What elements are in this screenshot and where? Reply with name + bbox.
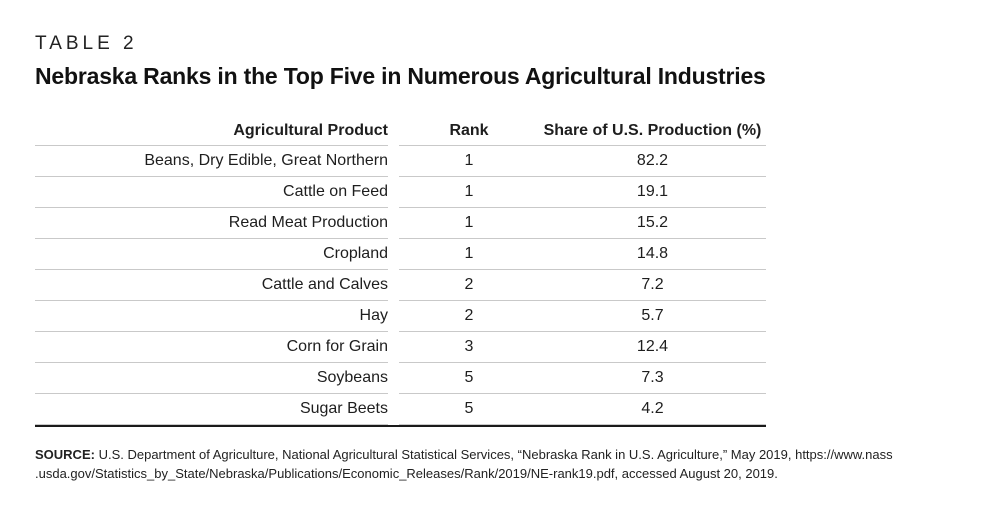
cell-share: 12.4 xyxy=(636,338,669,355)
data-table: Agricultural Product Rank Share of U.S. … xyxy=(35,116,766,427)
source-note: SOURCE: U.S. Department of Agriculture, … xyxy=(35,445,965,483)
table-row: Read Meat Production 1 15.2 xyxy=(35,208,766,239)
document-page: TABLE 2 Nebraska Ranks in the Top Five i… xyxy=(35,33,965,483)
column-gap xyxy=(388,363,399,394)
cell-group: 1 14.8 xyxy=(399,239,766,270)
column-gap xyxy=(388,116,399,146)
column-header-share: Share of U.S. Production (%) xyxy=(543,121,762,139)
table-row: Corn for Grain 3 12.4 xyxy=(35,332,766,363)
column-gap xyxy=(388,301,399,332)
cell-product: Sugar Beets xyxy=(35,394,388,425)
cell-rank: 2 xyxy=(464,307,474,324)
source-label: SOURCE: xyxy=(35,447,95,462)
cell-product: Soybeans xyxy=(35,363,388,394)
table-body: Beans, Dry Edible, Great Northern 1 82.2… xyxy=(35,146,766,425)
column-header-rank: Rank xyxy=(449,121,489,139)
cell-share: 15.2 xyxy=(636,214,669,231)
cell-rank: 1 xyxy=(464,214,474,231)
cell-rank: 1 xyxy=(464,183,474,200)
cell-share: 5.7 xyxy=(641,307,664,324)
cell-rank: 1 xyxy=(464,152,474,169)
cell-rank: 1 xyxy=(464,245,474,262)
column-gap xyxy=(388,146,399,177)
table-row: Beans, Dry Edible, Great Northern 1 82.2 xyxy=(35,146,766,177)
table-row: Hay 2 5.7 xyxy=(35,301,766,332)
column-gap xyxy=(388,394,399,425)
page-title: Nebraska Ranks in the Top Five in Numero… xyxy=(35,63,766,89)
cell-share: 19.1 xyxy=(636,183,669,200)
cell-share: 14.8 xyxy=(636,245,669,262)
cell-rank: 2 xyxy=(464,276,474,293)
cell-group: 2 5.7 xyxy=(399,301,766,332)
table-row: Cropland 1 14.8 xyxy=(35,239,766,270)
column-gap xyxy=(388,177,399,208)
table-row: Cattle on Feed 1 19.1 xyxy=(35,177,766,208)
cell-group: 3 12.4 xyxy=(399,332,766,363)
cell-group: 1 15.2 xyxy=(399,208,766,239)
table-header-row: Agricultural Product Rank Share of U.S. … xyxy=(35,116,766,146)
cell-group: 2 7.2 xyxy=(399,270,766,301)
cell-product: Read Meat Production xyxy=(35,208,388,239)
table-bottom-rule xyxy=(35,425,766,427)
cell-group: 1 82.2 xyxy=(399,146,766,177)
cell-product: Cattle and Calves xyxy=(35,270,388,301)
cell-rank: 5 xyxy=(464,400,474,417)
cell-share: 7.3 xyxy=(641,369,664,386)
cell-product: Corn for Grain xyxy=(35,332,388,363)
table-label: TABLE 2 xyxy=(35,33,138,54)
cell-rank: 3 xyxy=(464,338,474,355)
cell-product: Cropland xyxy=(35,239,388,270)
cell-group: 5 7.3 xyxy=(399,363,766,394)
column-gap xyxy=(388,332,399,363)
cell-product: Beans, Dry Edible, Great Northern xyxy=(35,146,388,177)
cell-rank: 5 xyxy=(464,369,474,386)
header-group: Rank Share of U.S. Production (%) xyxy=(399,116,766,146)
cell-share: 4.2 xyxy=(641,400,664,417)
table-row: Sugar Beets 5 4.2 xyxy=(35,394,766,425)
source-line-1: U.S. Department of Agriculture, National… xyxy=(98,447,893,462)
cell-product: Cattle on Feed xyxy=(35,177,388,208)
cell-share: 7.2 xyxy=(641,276,664,293)
column-header-product: Agricultural Product xyxy=(35,116,388,146)
source-line-2: .usda.gov/Statistics_by_State/Nebraska/P… xyxy=(35,466,778,481)
cell-product: Hay xyxy=(35,301,388,332)
table-row: Soybeans 5 7.3 xyxy=(35,363,766,394)
cell-group: 1 19.1 xyxy=(399,177,766,208)
column-gap xyxy=(388,270,399,301)
table-row: Cattle and Calves 2 7.2 xyxy=(35,270,766,301)
column-gap xyxy=(388,208,399,239)
column-gap xyxy=(388,239,399,270)
cell-share: 82.2 xyxy=(636,152,669,169)
cell-group: 5 4.2 xyxy=(399,394,766,425)
